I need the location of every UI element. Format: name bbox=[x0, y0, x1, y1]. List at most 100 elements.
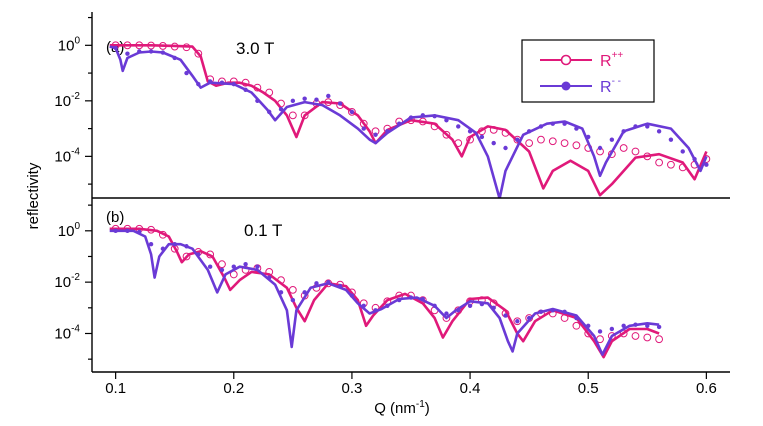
legend-label-rmm: R- - bbox=[600, 76, 621, 96]
fit-line-rmm bbox=[109, 229, 660, 356]
data-point-rmm bbox=[432, 113, 437, 119]
data-point-rmm bbox=[349, 109, 355, 115]
data-point-rmm bbox=[219, 267, 225, 273]
data-point-rmm bbox=[361, 126, 366, 131]
data-point-rpp bbox=[182, 252, 191, 261]
data-point-rpp bbox=[147, 225, 155, 234]
data-point-rmm bbox=[456, 308, 461, 313]
panel-b-plot bbox=[109, 224, 664, 359]
data-point-rmm bbox=[137, 49, 142, 54]
data-point-rmm bbox=[420, 113, 426, 118]
data-point-rmm bbox=[231, 81, 236, 87]
data-point-rpp bbox=[643, 152, 652, 161]
x-tick-label: 0.3 bbox=[341, 380, 362, 397]
data-point-rmm bbox=[396, 297, 402, 303]
data-point-rpp bbox=[643, 333, 652, 342]
data-point-rmm bbox=[160, 50, 166, 55]
data-point-rmm bbox=[420, 296, 426, 302]
data-point-rmm bbox=[278, 106, 284, 112]
data-point-rpp bbox=[277, 276, 285, 285]
legend: R++ R- - bbox=[521, 39, 655, 103]
data-point-rmm bbox=[456, 124, 461, 129]
data-point-rmm bbox=[243, 262, 248, 267]
data-point-rpp bbox=[560, 314, 569, 322]
data-point-rmm bbox=[302, 290, 307, 295]
x-axis-title: Q (nm-1) bbox=[374, 399, 430, 417]
data-point-rpp bbox=[158, 230, 167, 239]
data-point-rmm bbox=[148, 242, 154, 247]
data-point-rpp bbox=[265, 88, 274, 97]
data-point-rpp bbox=[477, 127, 486, 136]
data-point-rmm bbox=[243, 87, 248, 92]
data-point-rmm bbox=[668, 137, 674, 142]
data-point-rmm bbox=[692, 156, 697, 162]
data-point-rmm bbox=[207, 79, 213, 84]
data-point-rmm bbox=[444, 118, 449, 123]
data-point-rmm bbox=[621, 129, 626, 134]
y-tick-label: 100 bbox=[58, 35, 81, 54]
legend-label-rpp: R++ bbox=[600, 50, 623, 70]
data-point-rpp bbox=[655, 158, 664, 167]
data-point-rpp bbox=[702, 155, 711, 163]
panel-a-field-label: 3.0 T bbox=[236, 39, 274, 58]
data-point-rpp bbox=[218, 260, 226, 269]
data-point-rmm bbox=[645, 323, 650, 328]
data-point-rmm bbox=[231, 264, 236, 269]
data-point-rmm bbox=[538, 124, 544, 129]
data-point-rmm bbox=[267, 109, 272, 115]
data-point-rmm bbox=[562, 121, 567, 126]
data-point-rmm bbox=[408, 295, 414, 300]
data-point-rmm bbox=[337, 283, 343, 289]
panel-b: 100 10-2 10-4 (b) 0.1 T bbox=[54, 198, 664, 372]
data-point-rpp bbox=[513, 317, 522, 326]
data-point-rmm bbox=[562, 309, 567, 314]
data-point-rmm bbox=[219, 80, 225, 85]
data-point-rpp bbox=[147, 41, 155, 50]
data-point-rpp bbox=[537, 135, 545, 144]
data-point-rmm bbox=[373, 132, 378, 137]
data-point-rpp bbox=[241, 78, 250, 87]
legend-box bbox=[521, 39, 655, 103]
data-point-rmm bbox=[526, 129, 532, 134]
y-tick-label: 10-4 bbox=[54, 146, 80, 165]
data-point-rmm bbox=[207, 264, 213, 269]
y-tick-label: 10-2 bbox=[54, 91, 80, 110]
data-point-rmm bbox=[704, 162, 709, 167]
x-axis-ticks: 0.1 0.2 0.3 0.4 0.5 0.6 bbox=[105, 372, 717, 397]
data-point-rmm bbox=[586, 323, 591, 328]
data-point-rmm bbox=[314, 97, 319, 102]
data-point-rmm bbox=[373, 308, 378, 313]
data-point-rmm bbox=[267, 275, 272, 280]
data-point-rpp bbox=[253, 83, 262, 92]
data-point-rpp bbox=[288, 285, 297, 294]
data-point-rpp bbox=[348, 107, 356, 116]
data-point-rpp bbox=[430, 122, 439, 131]
data-point-rpp bbox=[158, 42, 167, 50]
data-point-rmm bbox=[408, 115, 414, 120]
data-point-rmm bbox=[550, 308, 555, 313]
data-point-rmm bbox=[349, 293, 355, 298]
data-point-rmm bbox=[515, 319, 520, 324]
data-point-rmm bbox=[290, 98, 296, 104]
data-point-rmm bbox=[645, 124, 650, 129]
data-point-rpp bbox=[560, 139, 569, 148]
data-point-rpp bbox=[466, 135, 474, 144]
data-point-rmm bbox=[479, 301, 485, 307]
panel-a-plot bbox=[109, 41, 711, 198]
data-point-rmm bbox=[302, 96, 307, 101]
data-point-rmm bbox=[609, 326, 615, 332]
data-point-rmm bbox=[172, 242, 177, 247]
data-point-rmm bbox=[125, 228, 130, 234]
data-point-rpp bbox=[631, 332, 640, 340]
data-point-rmm bbox=[633, 124, 638, 129]
data-point-rmm bbox=[503, 313, 508, 318]
data-point-rmm bbox=[526, 315, 532, 321]
data-point-rmm bbox=[574, 315, 579, 321]
data-point-rmm bbox=[113, 45, 118, 51]
data-point-rmm bbox=[337, 101, 343, 106]
data-point-rpp bbox=[619, 144, 628, 152]
x-tick-label: 0.2 bbox=[223, 380, 244, 397]
data-point-rmm bbox=[160, 246, 166, 251]
data-point-rmm bbox=[515, 137, 520, 142]
